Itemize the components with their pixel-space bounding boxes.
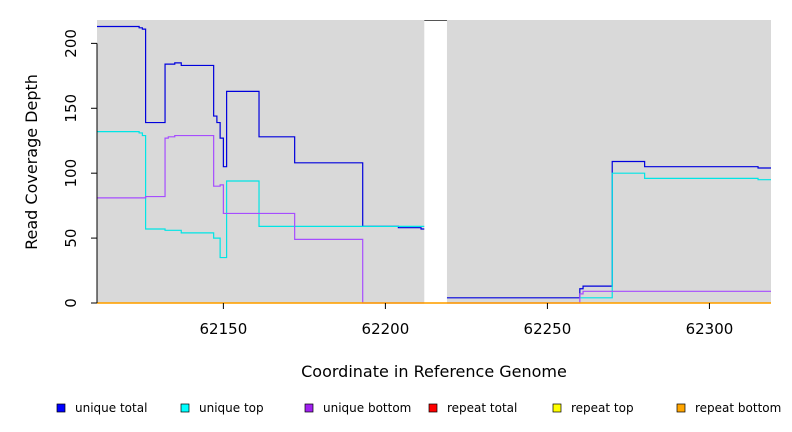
series-line-unique-top: [97, 131, 425, 259]
legend-label: unique total: [75, 401, 147, 415]
x-tick-label: 62150: [200, 320, 248, 338]
legend-label: repeat top: [571, 401, 634, 415]
series-line-unique-total: [97, 25, 425, 230]
legend-swatch: [428, 403, 438, 413]
y-axis: 0 50 100 150 200: [62, 29, 98, 308]
legend-swatch: [180, 403, 190, 413]
y-axis-label: Read Coverage Depth: [22, 74, 41, 250]
legend-swatch: [304, 403, 314, 413]
y-tick-label: 150: [62, 94, 80, 123]
legend-label: repeat bottom: [695, 401, 781, 415]
y-tick-label: 50: [62, 229, 80, 248]
series-line-unique-top: [579, 172, 771, 299]
y-tick-label: 0: [62, 298, 80, 308]
legend-label: repeat total: [447, 401, 517, 415]
gap-region: [424, 20, 447, 303]
legend: unique total unique top unique bottom repea…: [56, 401, 781, 415]
legend-swatch: [552, 403, 562, 413]
legend-label: unique bottom: [323, 401, 411, 415]
x-axis-label: Coordinate in Reference Genome: [301, 362, 567, 381]
legend-swatch: [676, 403, 686, 413]
x-tick-label: 62250: [524, 320, 572, 338]
series-line-unique-bottom: [97, 134, 425, 304]
y-tick-label: 100: [62, 159, 80, 188]
plot-background: [97, 20, 771, 303]
x-axis: 62150 62200 62250 62300: [200, 303, 734, 338]
y-tick-label: 200: [62, 29, 80, 58]
legend-label: unique top: [199, 401, 264, 415]
x-tick-label: 62300: [686, 320, 734, 338]
legend-swatch: [56, 403, 66, 413]
x-tick-label: 62200: [362, 320, 410, 338]
series-layer: [97, 25, 771, 304]
